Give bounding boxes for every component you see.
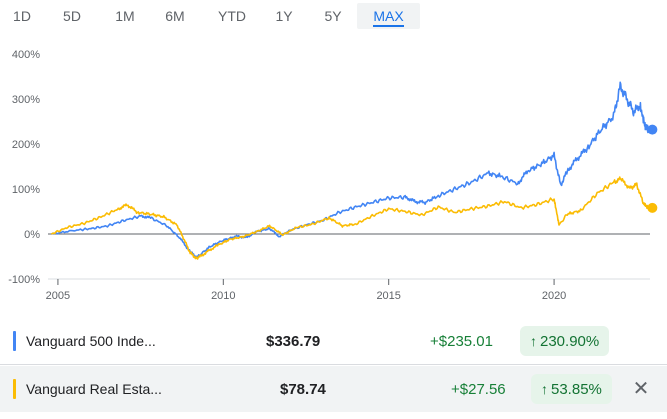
x-tick-label: 2015 (376, 290, 400, 302)
range-tab-5y[interactable]: 5Y (324, 8, 342, 24)
range-tab-1d[interactable]: 1D (13, 8, 31, 24)
percent-value: 230.90% (540, 333, 600, 350)
range-tab-max[interactable]: MAX (357, 3, 420, 29)
y-tick-label: 100% (12, 184, 40, 196)
y-tick-label: 300% (12, 94, 40, 106)
series-line-0 (50, 81, 650, 259)
arrow-up-icon: ↑ (541, 381, 548, 397)
range-tab-1m[interactable]: 1M (115, 8, 135, 24)
y-axis-ticks: 400% 300% 200% 100% 0% -100% (8, 49, 650, 286)
series-line-1 (50, 176, 649, 260)
percent-change-badge: ↑ 230.90% (520, 326, 610, 356)
fund-price: $78.74 (280, 381, 326, 398)
legend-row-vanguard-500[interactable]: Vanguard 500 Inde... $336.79 +$235.01 ↑ 2… (0, 318, 667, 364)
fund-change: +$235.01 (430, 333, 493, 350)
fund-name[interactable]: Vanguard 500 Inde... (26, 333, 156, 349)
legend-row-vanguard-real-estate[interactable]: Vanguard Real Esta... $78.74 +$27.56 ↑ 53… (0, 366, 667, 412)
y-tick-label: -100% (8, 274, 40, 286)
price-chart: 400% 300% 200% 100% 0% -100% 2005 2010 2015 2020 (8, 49, 658, 302)
y-tick-label: 200% (12, 139, 40, 151)
series-color-bar (13, 331, 16, 351)
close-icon[interactable]: ✕ (632, 378, 650, 400)
x-tick-label: 2010 (211, 290, 235, 302)
percent-value: 53.85% (551, 381, 602, 398)
percent-change-badge: ↑ 53.85% (531, 374, 612, 404)
series-color-bar (13, 379, 16, 399)
series-end-marker-1 (647, 202, 658, 213)
fund-name[interactable]: Vanguard Real Esta... (26, 381, 162, 397)
x-axis: 2005 2010 2015 2020 (46, 278, 650, 302)
range-tab-6m[interactable]: 6M (165, 8, 185, 24)
x-tick-label: 2020 (542, 290, 566, 302)
chart-series (50, 81, 658, 260)
x-tick-label: 2005 (46, 290, 70, 302)
fund-price: $336.79 (266, 333, 321, 350)
fund-change: +$27.56 (451, 381, 506, 398)
range-tabs: 1D 5D 1M 6M YTD 1Y 5Y MAX (0, 0, 667, 34)
y-tick-label: 0% (24, 229, 40, 241)
arrow-up-icon: ↑ (530, 333, 537, 349)
range-tab-5d[interactable]: 5D (63, 8, 81, 24)
divider (0, 364, 667, 365)
series-end-marker-0 (647, 124, 658, 135)
range-tab-1y[interactable]: 1Y (275, 8, 293, 24)
y-tick-label: 400% (12, 49, 40, 61)
range-tab-ytd[interactable]: YTD (218, 8, 246, 24)
